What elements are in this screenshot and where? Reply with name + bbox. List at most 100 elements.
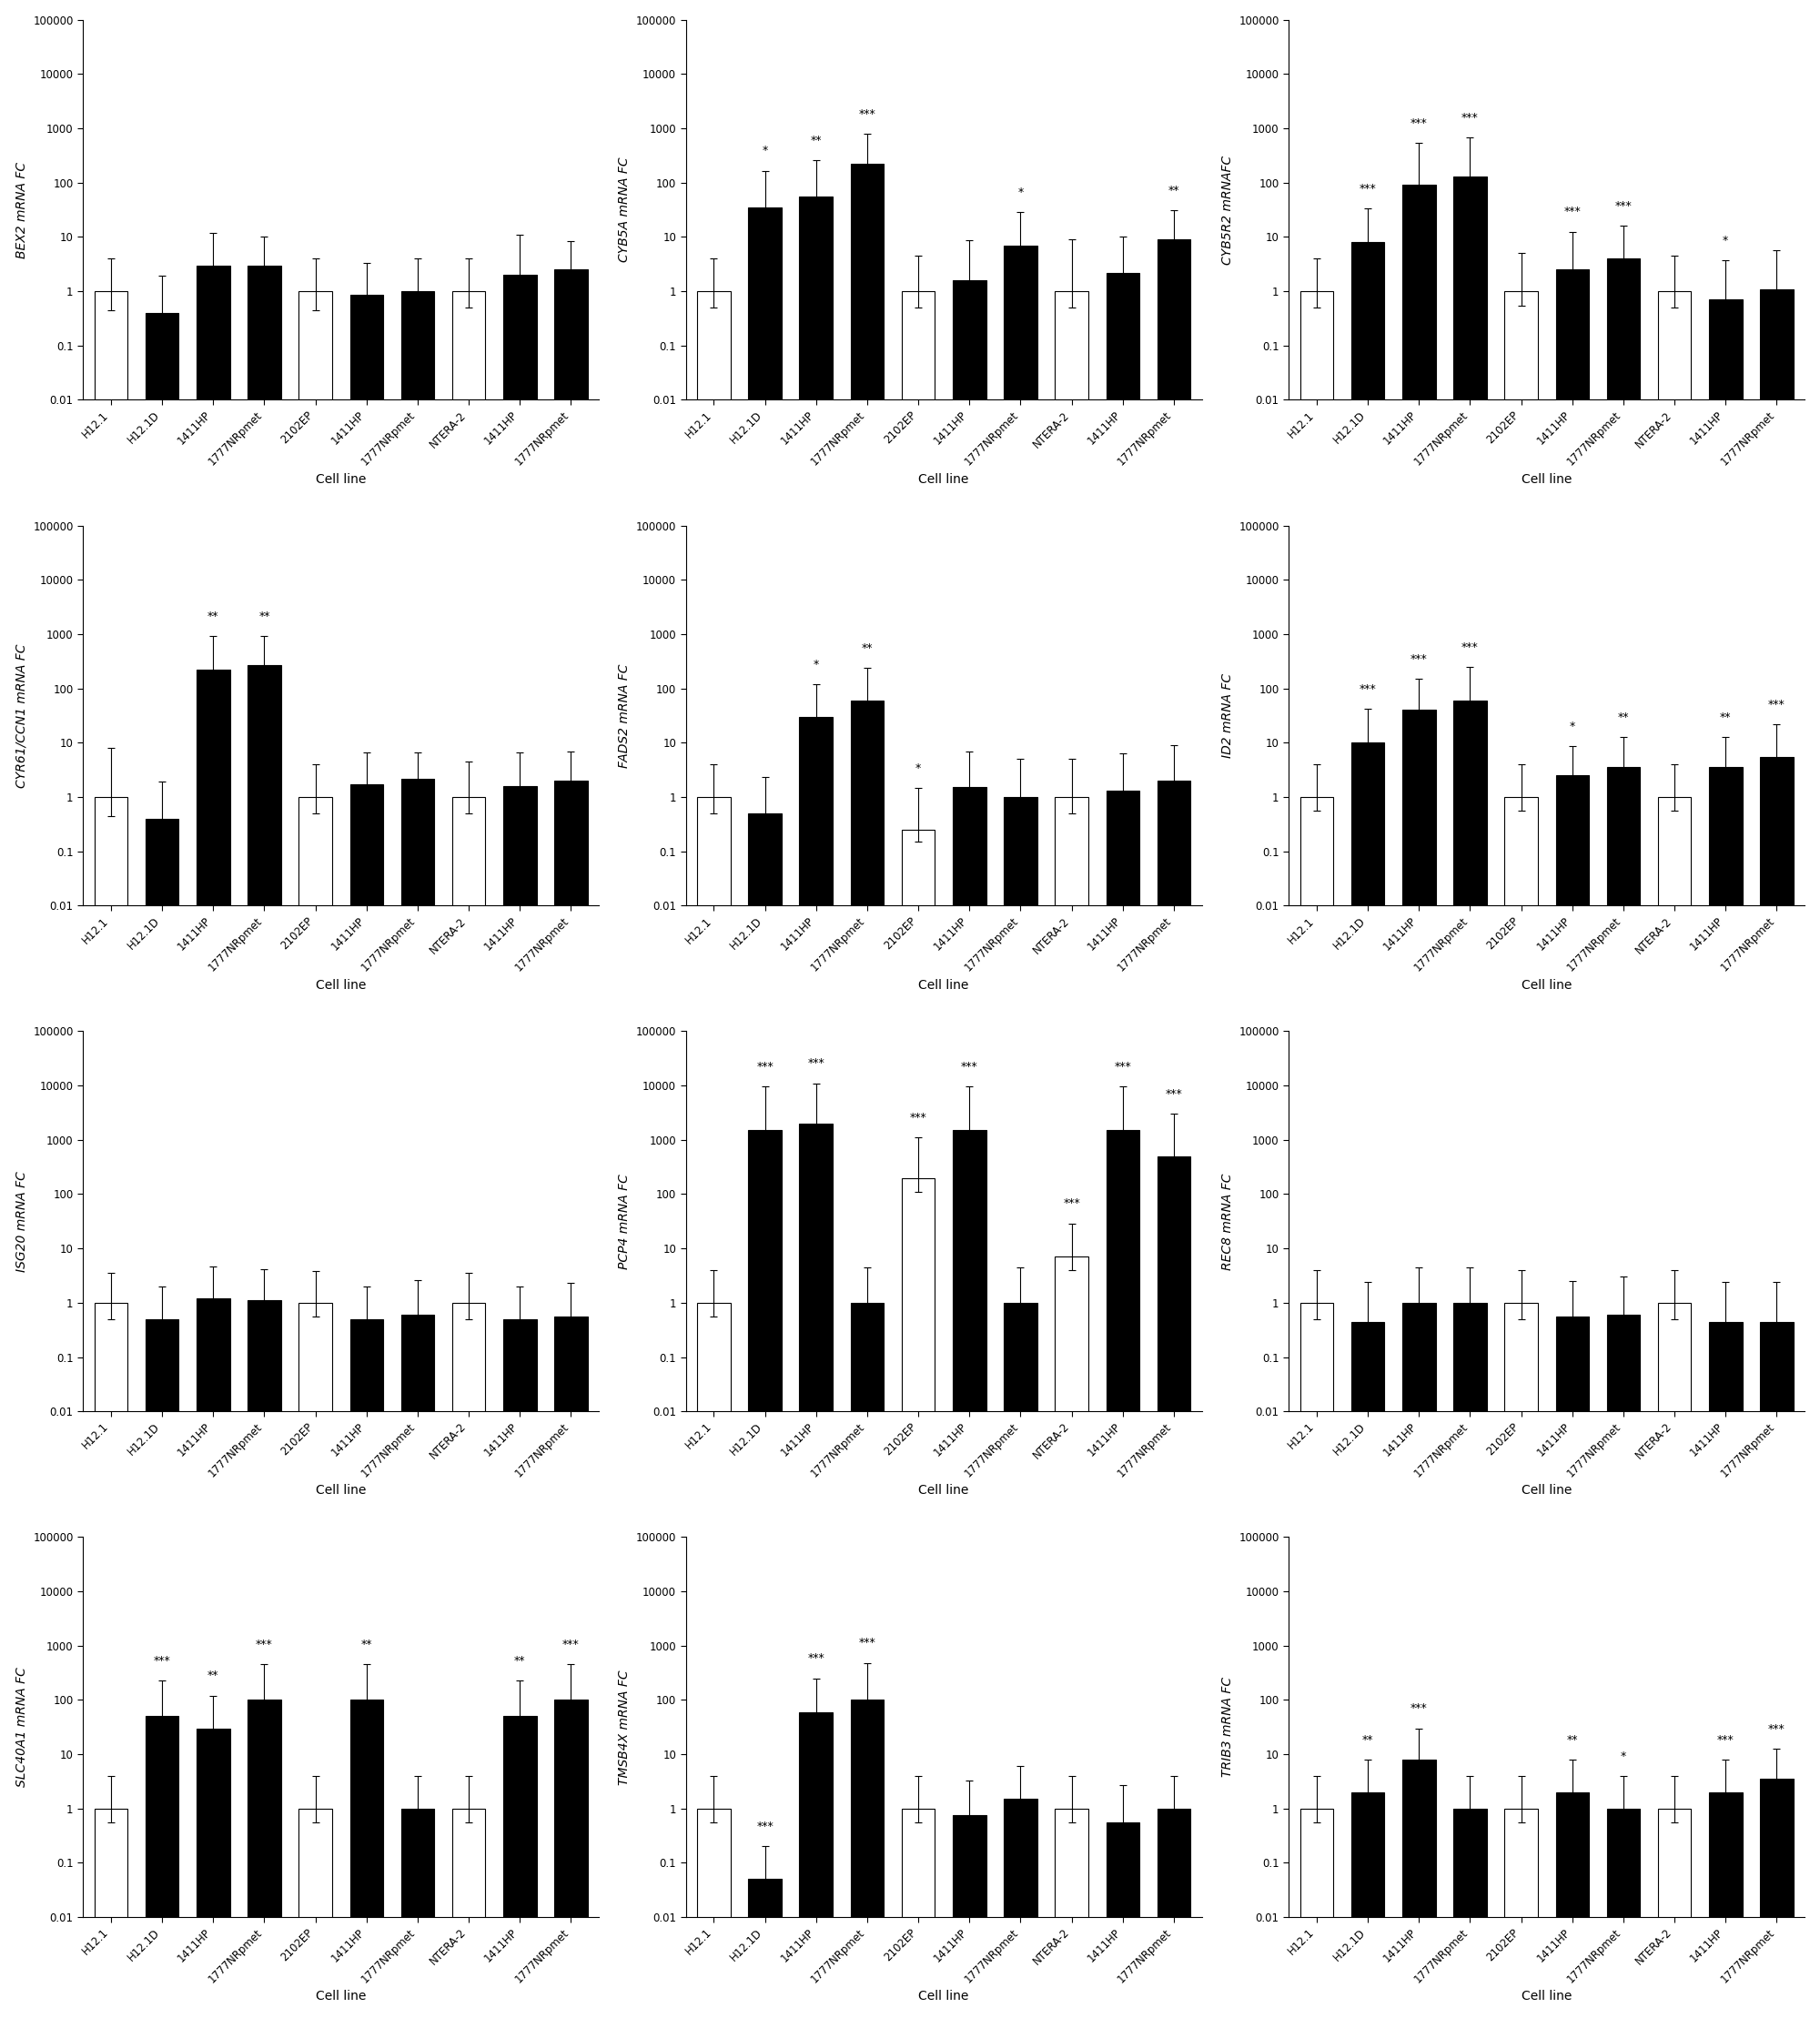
Bar xyxy=(1158,1156,1190,2018)
Bar xyxy=(1454,176,1487,2018)
Y-axis label: FADS2 mRNA FC: FADS2 mRNA FC xyxy=(619,664,632,767)
Bar xyxy=(1107,1822,1139,2018)
Text: ***: *** xyxy=(859,1637,875,1649)
Bar xyxy=(504,274,537,2018)
X-axis label: Cell line: Cell line xyxy=(919,472,968,486)
Bar xyxy=(1658,1304,1691,2018)
Text: ***: *** xyxy=(1165,1088,1183,1100)
Bar xyxy=(1401,1760,1436,2018)
Bar xyxy=(400,291,435,2018)
Y-axis label: REC8 mRNA FC: REC8 mRNA FC xyxy=(1221,1172,1234,1269)
Bar xyxy=(954,1130,986,2018)
Text: **: ** xyxy=(515,1655,526,1667)
Bar xyxy=(901,1808,935,2018)
Bar xyxy=(1607,1808,1640,2018)
Text: ***: *** xyxy=(1360,184,1376,196)
Bar xyxy=(1107,791,1139,2018)
Y-axis label: BEX2 mRNA FC: BEX2 mRNA FC xyxy=(15,161,27,258)
Text: **: ** xyxy=(1361,1733,1374,1746)
Bar xyxy=(400,779,435,2018)
Text: **: ** xyxy=(810,135,821,147)
Text: **: ** xyxy=(861,642,874,654)
Text: ***: *** xyxy=(1461,111,1478,123)
Bar xyxy=(504,785,537,2018)
Bar xyxy=(1005,246,1037,2018)
Text: ***: *** xyxy=(1769,698,1785,710)
Text: *: * xyxy=(1017,186,1023,198)
Bar xyxy=(349,295,384,2018)
Bar xyxy=(146,313,178,2018)
Text: ***: *** xyxy=(1410,117,1427,129)
Text: ***: *** xyxy=(1769,1723,1785,1735)
Bar xyxy=(1350,1792,1385,2018)
X-axis label: Cell line: Cell line xyxy=(315,472,366,486)
Bar xyxy=(901,291,935,2018)
Bar xyxy=(1350,1322,1385,2018)
Bar xyxy=(197,1727,229,2018)
Bar xyxy=(298,797,331,2018)
Bar xyxy=(1505,1304,1538,2018)
Text: ***: *** xyxy=(1716,1733,1734,1746)
Text: ***: *** xyxy=(757,1061,774,1074)
Y-axis label: ISG20 mRNA FC: ISG20 mRNA FC xyxy=(15,1170,27,1271)
Bar xyxy=(400,1808,435,2018)
Y-axis label: CYR61/CCN1 mRNA FC: CYR61/CCN1 mRNA FC xyxy=(15,644,27,787)
X-axis label: Cell line: Cell line xyxy=(1522,1485,1572,1497)
Bar xyxy=(555,781,588,2018)
Text: **: ** xyxy=(258,609,269,622)
Bar xyxy=(451,1304,486,2018)
Bar xyxy=(451,797,486,2018)
X-axis label: Cell line: Cell line xyxy=(1522,979,1572,991)
Bar xyxy=(1056,291,1088,2018)
Bar xyxy=(1158,240,1190,2018)
Text: ***: *** xyxy=(757,1820,774,1832)
Bar xyxy=(1056,1257,1088,2018)
Bar xyxy=(95,797,127,2018)
Text: ***: *** xyxy=(808,1653,824,1665)
Bar xyxy=(1454,700,1487,2018)
Bar xyxy=(901,1179,935,2018)
Bar xyxy=(197,1298,229,2018)
Bar xyxy=(954,281,986,2018)
Bar xyxy=(1005,797,1037,2018)
Bar xyxy=(248,666,280,2018)
Bar xyxy=(1760,757,1793,2018)
Bar xyxy=(1505,1808,1538,2018)
Bar xyxy=(1056,797,1088,2018)
Text: ***: *** xyxy=(1563,206,1582,218)
Bar xyxy=(451,291,486,2018)
Y-axis label: TMSB4X mRNA FC: TMSB4X mRNA FC xyxy=(619,1669,632,1784)
Bar xyxy=(555,270,588,2018)
Text: ***: *** xyxy=(1461,642,1478,654)
Bar xyxy=(1658,1808,1691,2018)
X-axis label: Cell line: Cell line xyxy=(919,979,968,991)
X-axis label: Cell line: Cell line xyxy=(315,1990,366,2002)
Bar xyxy=(954,1816,986,2018)
Bar xyxy=(1760,1780,1793,2018)
Bar xyxy=(1005,1798,1037,2018)
Bar xyxy=(197,670,229,2018)
Bar xyxy=(1454,1808,1487,2018)
Bar xyxy=(1607,258,1640,2018)
Bar xyxy=(1607,1316,1640,2018)
Text: *: * xyxy=(1569,720,1574,733)
Text: ***: *** xyxy=(1114,1061,1132,1074)
Text: ***: *** xyxy=(859,107,875,119)
Text: ***: *** xyxy=(910,1112,926,1124)
Bar xyxy=(1107,1130,1139,2018)
Bar xyxy=(197,264,229,2018)
Y-axis label: CYB5R2 mRNAFC: CYB5R2 mRNAFC xyxy=(1221,155,1234,264)
Bar xyxy=(349,785,384,2018)
Bar xyxy=(697,291,730,2018)
Bar xyxy=(1454,1304,1487,2018)
Bar xyxy=(555,1318,588,2018)
Bar xyxy=(1505,291,1538,2018)
Bar xyxy=(697,797,730,2018)
Text: **: ** xyxy=(207,1671,218,1681)
Text: ***: *** xyxy=(1614,200,1633,212)
Bar xyxy=(1299,1304,1334,2018)
Bar xyxy=(850,700,885,2018)
Text: **: ** xyxy=(360,1639,373,1651)
Bar xyxy=(504,1320,537,2018)
Bar xyxy=(1401,186,1436,2018)
